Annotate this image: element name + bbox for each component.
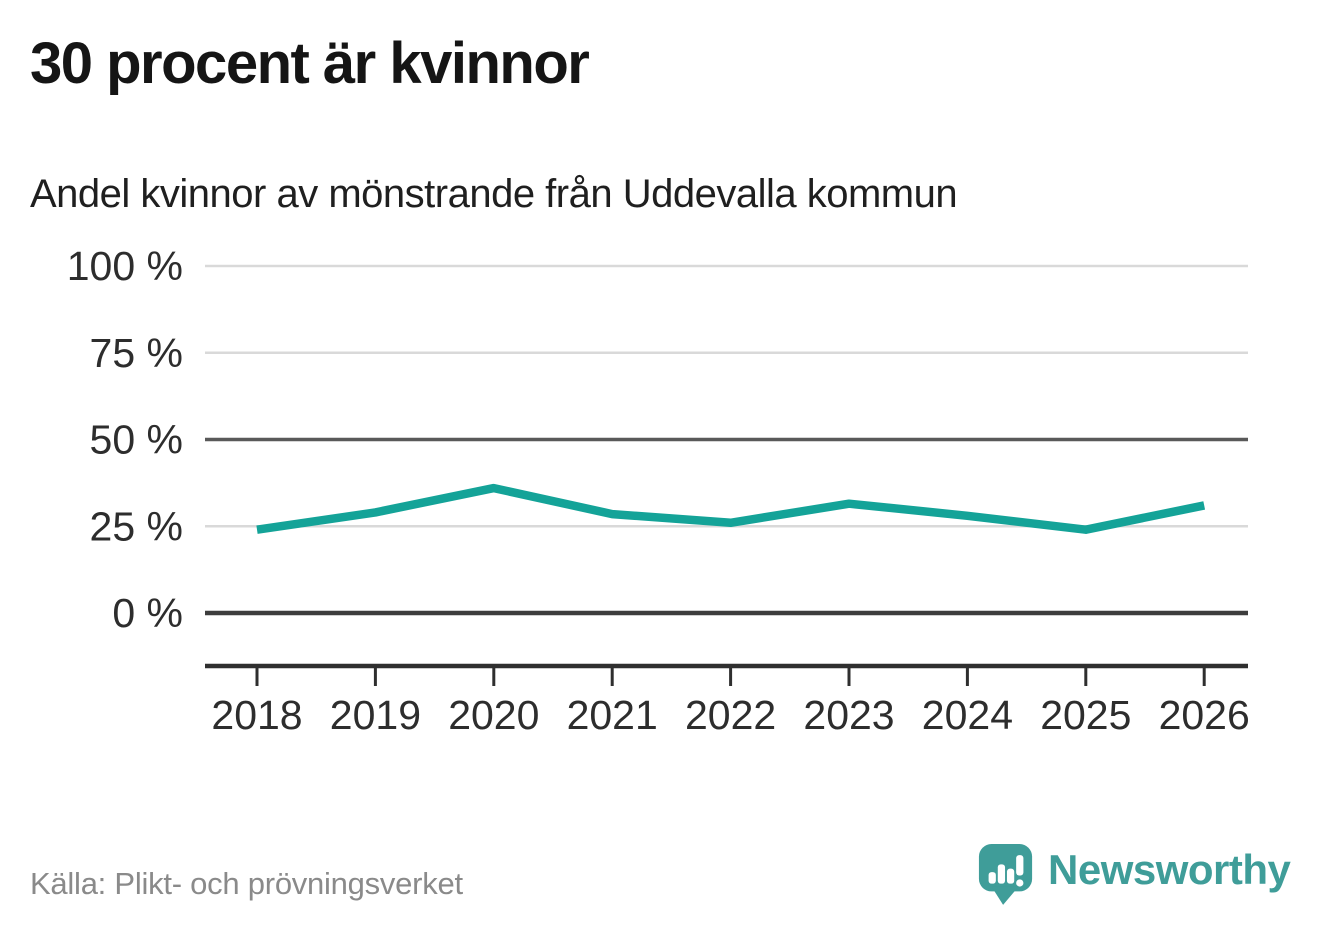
y-axis-label-0: 0 % — [112, 590, 183, 636]
x-axis-ticks — [255, 666, 1206, 686]
x-axis-label-2022: 2022 — [685, 692, 776, 738]
chart-subtitle: Andel kvinnor av mönstrande från Uddeval… — [30, 172, 958, 216]
x-axis-label-2019: 2019 — [330, 692, 421, 738]
y-axis-label-25: 25 % — [90, 503, 183, 549]
newsworthy-logo-icon — [978, 844, 1033, 905]
x-axis-label-2025: 2025 — [1040, 692, 1131, 738]
source-text: Källa: Plikt- och prövningsverket — [30, 866, 463, 901]
y-axis-label-50: 50 % — [90, 417, 183, 463]
y-axis-label-75: 75 % — [90, 330, 183, 376]
line-chart: 100 % 75 % 50 % 25 % 0 % 2018 2019 2020 … — [67, 243, 1250, 738]
x-axis-label-2020: 2020 — [448, 692, 539, 738]
y-axis-label-100: 100 % — [67, 243, 183, 289]
x-axis-label-2023: 2023 — [803, 692, 894, 738]
chart-title: 30 procent är kvinnor — [30, 31, 590, 96]
x-axis-label-2024: 2024 — [922, 692, 1013, 738]
newsworthy-logo-text: Newsworthy — [1048, 846, 1291, 893]
data-line — [256, 483, 1206, 534]
x-axis-label-2026: 2026 — [1159, 692, 1250, 738]
x-axis-label-2018: 2018 — [211, 692, 302, 738]
newsworthy-logo: Newsworthy — [977, 842, 1291, 906]
x-axis-label-2021: 2021 — [567, 692, 658, 738]
